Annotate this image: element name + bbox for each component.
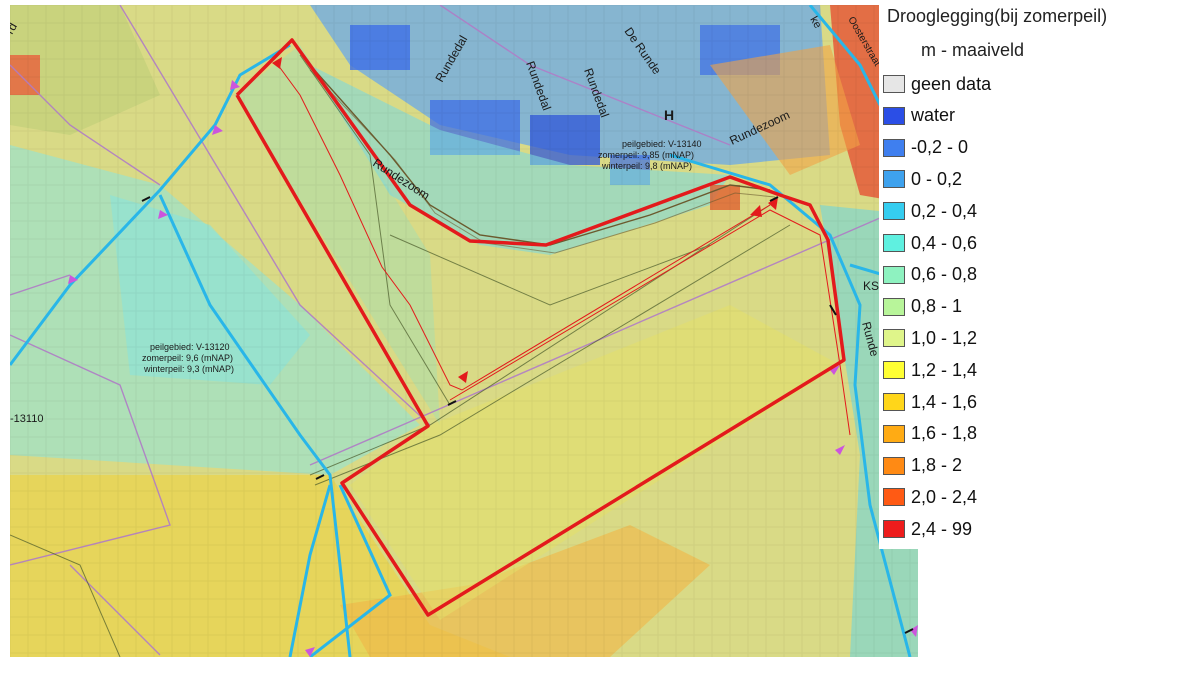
legend-item: 0,4 - 0,6 — [883, 231, 977, 255]
legend-label: 1,4 - 1,6 — [911, 391, 978, 412]
study-area-inner-line — [277, 64, 771, 391]
peilgebied-west-label: peilgebied: V-13120 zomerpeil: 9,6 (mNAP… — [142, 342, 234, 374]
legend-item: 1,0 - 1,2 — [883, 326, 977, 350]
peilgebied-west-zomerpeil: zomerpeil: 9,6 (mNAP) — [142, 353, 233, 363]
legend-label: water — [911, 105, 956, 126]
legend-item: 1,4 - 1,6 — [883, 390, 977, 414]
legend-item: geen data — [883, 72, 991, 96]
watercourses — [10, 5, 918, 657]
legend-item: 0,2 - 0,4 — [883, 199, 977, 223]
inner-arrow-3 — [768, 197, 778, 210]
legend-item: 1,8 - 2 — [883, 454, 962, 478]
legend-item: 0,6 - 0,8 — [883, 263, 977, 287]
inner-arrow-2 — [750, 205, 762, 217]
legend-swatch — [883, 106, 905, 125]
inner-arrow-1 — [458, 371, 468, 383]
legend-swatch — [883, 170, 905, 189]
legend-label: 2,4 - 99 — [911, 518, 973, 539]
legend-item: 2,4 - 99 — [883, 517, 972, 541]
runde-road — [309, 64, 771, 246]
legend-item: 1,6 - 1,8 — [883, 422, 977, 446]
peilgebied-west-name: peilgebied: V-13120 — [150, 342, 230, 352]
peilgebied-east-winterpeil: winterpeil: 9,8 (mNAP) — [601, 161, 692, 171]
runde-road-2 — [309, 69, 776, 254]
legend-item: -0,2 - 0 — [883, 136, 968, 160]
legend-swatch — [883, 456, 905, 475]
legend-item: 0 - 0,2 — [883, 167, 962, 191]
culvert-markers — [141, 196, 914, 634]
legend-swatch — [883, 297, 905, 316]
drooglegging-map[interactable]: Rundedal Rundedal Rundedal De Runde Rund… — [10, 5, 918, 657]
legend-label: 2,0 - 2,4 — [911, 486, 978, 507]
street-label-corner-2: ke — [807, 15, 823, 31]
legend-label: 0,6 - 0,8 — [911, 264, 978, 285]
legend-swatch — [883, 138, 905, 157]
map-grid — [10, 5, 918, 657]
peilgebied-partial-label: -13110 — [10, 413, 43, 425]
legend-label: 1,8 - 2 — [911, 455, 963, 476]
legend-swatch — [883, 75, 905, 93]
inner-arrow-4 — [272, 57, 282, 69]
peilgebied-east-zomerpeil: zomerpeil: 9,85 (mNAP) — [598, 150, 694, 160]
legend-label: 0,4 - 0,6 — [911, 232, 978, 253]
study-area-north — [235, 38, 846, 617]
legend-swatch — [883, 393, 905, 411]
street-label-ks: KS — [863, 279, 879, 293]
legend-label: geen data — [911, 73, 992, 94]
legend-swatch — [883, 234, 905, 252]
legend-subtitle: m - maaiveld — [921, 40, 1025, 60]
legend-label: 0 - 0,2 — [911, 168, 963, 189]
legend-swatch — [883, 202, 905, 221]
legend-item: water — [883, 104, 955, 128]
study-area-inner-line-2 — [449, 209, 851, 436]
legend-swatch — [883, 520, 905, 539]
legend-swatch — [883, 361, 905, 380]
peilgebied-east-name: peilgebied: V-13140 — [622, 139, 702, 149]
legend-title: Drooglegging(bij zomerpeil) — [887, 6, 1108, 26]
legend-label: -0,2 - 0 — [911, 137, 969, 158]
legend-label: 0,8 - 1 — [911, 296, 963, 317]
bridge-symbol: H — [664, 107, 674, 123]
legend-item: 2,0 - 2,4 — [883, 485, 977, 509]
legend-panel: Drooglegging(bij zomerpeil) m - maaiveld… — [879, 4, 1177, 549]
legend-label: 0,2 - 0,4 — [911, 200, 978, 221]
peilgebied-east-label: peilgebied: V-13140 zomerpeil: 9,85 (mNA… — [598, 139, 702, 171]
legend-swatch — [883, 329, 905, 348]
legend-item: 1,2 - 1,4 — [883, 358, 977, 382]
street-label-corner: rd — [10, 20, 20, 36]
peilgebied-west-winterpeil: winterpeil: 9,3 (mNAP) — [143, 364, 234, 374]
legend-swatch — [883, 488, 905, 507]
legend-label: 1,2 - 1,4 — [911, 359, 978, 380]
cadastral-lines — [10, 54, 791, 657]
legend-swatch — [883, 424, 905, 443]
legend-label: 1,6 - 1,8 — [911, 423, 978, 444]
legend-item: 0,8 - 1 — [883, 295, 962, 319]
legend-label: 1,0 - 1,2 — [911, 327, 978, 348]
legend-swatch — [883, 265, 905, 284]
flow-arrows — [68, 80, 918, 657]
